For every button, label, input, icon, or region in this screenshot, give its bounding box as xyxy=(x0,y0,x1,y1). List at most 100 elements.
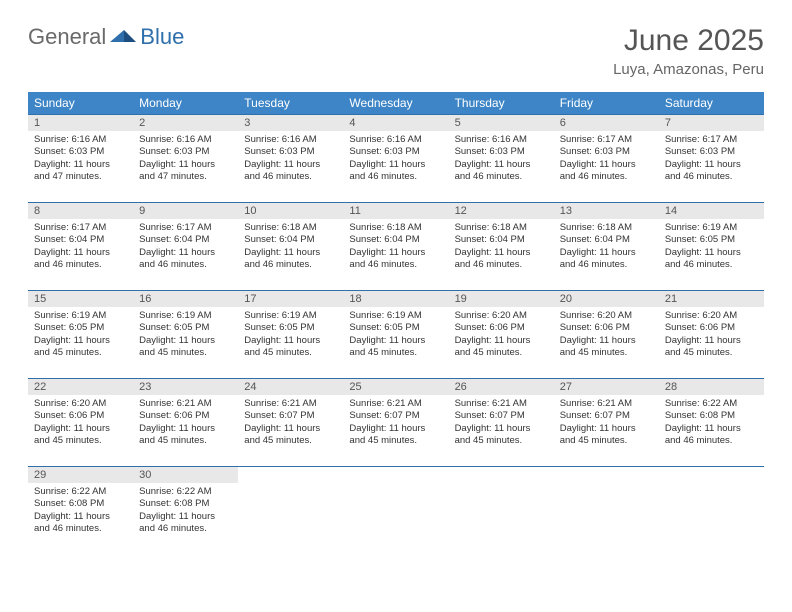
day-daylight: Daylight: 11 hours and 45 minutes. xyxy=(34,335,127,360)
day-body: Sunrise: 6:16 AMSunset: 6:03 PMDaylight:… xyxy=(28,131,133,189)
day-sunrise: Sunrise: 6:19 AM xyxy=(139,310,232,322)
calendar-day-cell: 2Sunrise: 6:16 AMSunset: 6:03 PMDaylight… xyxy=(133,115,238,203)
day-body: Sunrise: 6:18 AMSunset: 6:04 PMDaylight:… xyxy=(238,219,343,277)
day-sunrise: Sunrise: 6:17 AM xyxy=(665,134,758,146)
day-body: Sunrise: 6:21 AMSunset: 6:07 PMDaylight:… xyxy=(238,395,343,453)
day-number: 22 xyxy=(28,379,133,395)
day-sunrise: Sunrise: 6:20 AM xyxy=(560,310,653,322)
day-body: Sunrise: 6:19 AMSunset: 6:05 PMDaylight:… xyxy=(659,219,764,277)
day-number: 25 xyxy=(343,379,448,395)
calendar-day-cell: 30Sunrise: 6:22 AMSunset: 6:08 PMDayligh… xyxy=(133,467,238,555)
day-number: 12 xyxy=(449,203,554,219)
calendar-day-cell: 16Sunrise: 6:19 AMSunset: 6:05 PMDayligh… xyxy=(133,291,238,379)
day-number: 23 xyxy=(133,379,238,395)
calendar-day-cell xyxy=(554,467,659,555)
day-sunrise: Sunrise: 6:20 AM xyxy=(455,310,548,322)
day-body: Sunrise: 6:19 AMSunset: 6:05 PMDaylight:… xyxy=(28,307,133,365)
weekday-header: Sunday xyxy=(28,92,133,115)
day-number: 10 xyxy=(238,203,343,219)
day-body: Sunrise: 6:22 AMSunset: 6:08 PMDaylight:… xyxy=(659,395,764,453)
day-body: Sunrise: 6:16 AMSunset: 6:03 PMDaylight:… xyxy=(343,131,448,189)
day-daylight: Daylight: 11 hours and 45 minutes. xyxy=(349,423,442,448)
day-sunset: Sunset: 6:06 PM xyxy=(665,322,758,334)
day-sunrise: Sunrise: 6:16 AM xyxy=(139,134,232,146)
day-body: Sunrise: 6:21 AMSunset: 6:07 PMDaylight:… xyxy=(554,395,659,453)
month-title: June 2025 xyxy=(613,24,764,57)
day-sunset: Sunset: 6:08 PM xyxy=(665,410,758,422)
calendar-day-cell: 11Sunrise: 6:18 AMSunset: 6:04 PMDayligh… xyxy=(343,203,448,291)
day-daylight: Daylight: 11 hours and 46 minutes. xyxy=(560,159,653,184)
day-sunrise: Sunrise: 6:19 AM xyxy=(34,310,127,322)
brand-part2: Blue xyxy=(140,24,184,50)
day-sunset: Sunset: 6:07 PM xyxy=(244,410,337,422)
day-number: 6 xyxy=(554,115,659,131)
calendar-day-cell: 29Sunrise: 6:22 AMSunset: 6:08 PMDayligh… xyxy=(28,467,133,555)
calendar-day-cell: 28Sunrise: 6:22 AMSunset: 6:08 PMDayligh… xyxy=(659,379,764,467)
day-sunrise: Sunrise: 6:18 AM xyxy=(560,222,653,234)
calendar-day-cell: 6Sunrise: 6:17 AMSunset: 6:03 PMDaylight… xyxy=(554,115,659,203)
day-daylight: Daylight: 11 hours and 46 minutes. xyxy=(244,159,337,184)
calendar-day-cell xyxy=(449,467,554,555)
day-number: 19 xyxy=(449,291,554,307)
day-sunset: Sunset: 6:05 PM xyxy=(34,322,127,334)
day-daylight: Daylight: 11 hours and 46 minutes. xyxy=(455,159,548,184)
day-sunset: Sunset: 6:03 PM xyxy=(244,146,337,158)
calendar-day-cell: 26Sunrise: 6:21 AMSunset: 6:07 PMDayligh… xyxy=(449,379,554,467)
day-sunrise: Sunrise: 6:18 AM xyxy=(244,222,337,234)
day-body: Sunrise: 6:17 AMSunset: 6:03 PMDaylight:… xyxy=(659,131,764,189)
day-number: 11 xyxy=(343,203,448,219)
day-body: Sunrise: 6:18 AMSunset: 6:04 PMDaylight:… xyxy=(449,219,554,277)
calendar-day-cell: 5Sunrise: 6:16 AMSunset: 6:03 PMDaylight… xyxy=(449,115,554,203)
day-sunset: Sunset: 6:03 PM xyxy=(139,146,232,158)
day-daylight: Daylight: 11 hours and 45 minutes. xyxy=(244,423,337,448)
day-daylight: Daylight: 11 hours and 46 minutes. xyxy=(34,247,127,272)
day-daylight: Daylight: 11 hours and 46 minutes. xyxy=(455,247,548,272)
day-body: Sunrise: 6:17 AMSunset: 6:03 PMDaylight:… xyxy=(554,131,659,189)
location-subtitle: Luya, Amazonas, Peru xyxy=(613,61,764,78)
day-sunrise: Sunrise: 6:16 AM xyxy=(244,134,337,146)
day-number: 8 xyxy=(28,203,133,219)
brand-mark-icon xyxy=(110,24,136,50)
day-sunrise: Sunrise: 6:17 AM xyxy=(34,222,127,234)
calendar-day-cell: 1Sunrise: 6:16 AMSunset: 6:03 PMDaylight… xyxy=(28,115,133,203)
brand-part1: General xyxy=(28,24,106,50)
day-sunrise: Sunrise: 6:19 AM xyxy=(665,222,758,234)
calendar-week-row: 29Sunrise: 6:22 AMSunset: 6:08 PMDayligh… xyxy=(28,467,764,555)
calendar-day-cell: 3 Sunrise: 6:16 AMSunset: 6:03 PMDaylight… xyxy=(238,115,343,203)
calendar-day-cell: 20Sunrise: 6:20 AMSunset: 6:06 PMDayligh… xyxy=(554,291,659,379)
day-body: Sunrise: 6:17 AMSunset: 6:04 PMDaylight:… xyxy=(133,219,238,277)
day-sunset: Sunset: 6:06 PM xyxy=(455,322,548,334)
day-daylight: Daylight: 11 hours and 47 minutes. xyxy=(139,159,232,184)
calendar-day-cell: 21Sunrise: 6:20 AMSunset: 6:06 PMDayligh… xyxy=(659,291,764,379)
day-daylight: Daylight: 11 hours and 46 minutes. xyxy=(244,247,337,272)
day-sunset: Sunset: 6:05 PM xyxy=(244,322,337,334)
day-daylight: Daylight: 11 hours and 46 minutes. xyxy=(665,159,758,184)
title-block: June 2025 Luya, Amazonas, Peru xyxy=(613,24,764,78)
day-sunrise: Sunrise: 6:20 AM xyxy=(34,398,127,410)
day-number: 29 xyxy=(28,467,133,483)
day-sunset: Sunset: 6:07 PM xyxy=(455,410,548,422)
day-sunrise: Sunrise: 6:21 AM xyxy=(560,398,653,410)
calendar-day-cell: 24Sunrise: 6:21 AMSunset: 6:07 PMDayligh… xyxy=(238,379,343,467)
calendar-day-cell: 25Sunrise: 6:21 AMSunset: 6:07 PMDayligh… xyxy=(343,379,448,467)
day-sunrise: Sunrise: 6:16 AM xyxy=(349,134,442,146)
calendar-day-cell: 19Sunrise: 6:20 AMSunset: 6:06 PMDayligh… xyxy=(449,291,554,379)
day-body: Sunrise: 6:17 AMSunset: 6:04 PMDaylight:… xyxy=(28,219,133,277)
day-number: 14 xyxy=(659,203,764,219)
day-sunset: Sunset: 6:03 PM xyxy=(349,146,442,158)
day-number: 4 xyxy=(343,115,448,131)
day-daylight: Daylight: 11 hours and 45 minutes. xyxy=(560,335,653,360)
day-number: 18 xyxy=(343,291,448,307)
calendar-day-cell: 10Sunrise: 6:18 AMSunset: 6:04 PMDayligh… xyxy=(238,203,343,291)
day-body: Sunrise: 6:20 AMSunset: 6:06 PMDaylight:… xyxy=(449,307,554,365)
calendar-week-row: 1Sunrise: 6:16 AMSunset: 6:03 PMDaylight… xyxy=(28,115,764,203)
day-body: Sunrise: 6:19 AMSunset: 6:05 PMDaylight:… xyxy=(343,307,448,365)
weekday-header: Tuesday xyxy=(238,92,343,115)
day-body: Sunrise: 6:22 AMSunset: 6:08 PMDaylight:… xyxy=(133,483,238,541)
day-number: 3 xyxy=(238,115,343,131)
day-number: 26 xyxy=(449,379,554,395)
day-daylight: Daylight: 11 hours and 46 minutes. xyxy=(349,159,442,184)
day-sunrise: Sunrise: 6:16 AM xyxy=(34,134,127,146)
calendar-week-row: 8Sunrise: 6:17 AMSunset: 6:04 PMDaylight… xyxy=(28,203,764,291)
day-sunset: Sunset: 6:06 PM xyxy=(560,322,653,334)
